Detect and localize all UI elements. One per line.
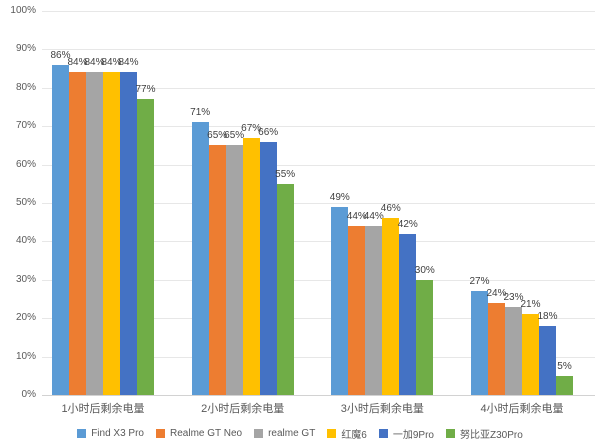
x-category-label: 1小时后剩余电量 bbox=[61, 403, 145, 415]
bar bbox=[225, 145, 243, 395]
bar-data-label: 84% bbox=[101, 57, 122, 69]
bar-data-label: 30% bbox=[414, 264, 435, 276]
bar-data-label: 67% bbox=[241, 122, 262, 134]
legend-label: 努比亚Z30Pro bbox=[460, 430, 523, 441]
y-tick-label: 70% bbox=[15, 120, 36, 132]
bar bbox=[208, 145, 226, 395]
legend-swatch bbox=[446, 429, 455, 438]
gridline bbox=[42, 87, 595, 89]
bar bbox=[191, 122, 209, 395]
gridline bbox=[42, 356, 595, 358]
bar bbox=[259, 141, 277, 395]
bar bbox=[365, 226, 383, 395]
y-tick-label: 20% bbox=[15, 312, 36, 324]
legend-label: realme GT bbox=[268, 428, 316, 439]
legend-item: 红魔6 bbox=[327, 426, 367, 441]
legend-swatch bbox=[156, 429, 165, 438]
bar bbox=[522, 314, 539, 395]
y-tick-label: 60% bbox=[15, 158, 36, 170]
bar bbox=[382, 218, 400, 395]
legend-label: 红魔6 bbox=[341, 430, 367, 441]
bar bbox=[103, 72, 120, 395]
y-tick-label: 50% bbox=[15, 197, 36, 208]
bar-data-label: 77% bbox=[135, 84, 156, 96]
gridline bbox=[42, 203, 595, 204]
bar-data-label: 42% bbox=[397, 218, 418, 230]
gridline bbox=[42, 318, 595, 320]
y-tick-label: 100% bbox=[10, 5, 36, 16]
gridline bbox=[42, 241, 595, 243]
bar bbox=[242, 137, 260, 395]
bar-data-label: 24% bbox=[486, 287, 507, 299]
bar-data-label: 44% bbox=[363, 211, 384, 223]
y-tick-label: 10% bbox=[15, 350, 36, 362]
bar bbox=[399, 233, 417, 395]
bar bbox=[331, 206, 349, 395]
legend-swatch bbox=[378, 429, 388, 438]
gridline bbox=[42, 126, 595, 128]
gridline bbox=[42, 11, 595, 12]
bar-data-label: 84% bbox=[84, 57, 105, 69]
bar-data-label: 23% bbox=[503, 291, 524, 303]
legend-swatch bbox=[254, 429, 264, 438]
legend-item: 一加9Pro bbox=[378, 426, 434, 441]
bar-data-label: 84% bbox=[67, 57, 88, 69]
chart-legend: Find X3 Pro Realme GT Neo realme GT 红魔6 一加9P… bbox=[0, 426, 600, 441]
legend-item: Find X3 Pro bbox=[77, 428, 144, 439]
y-tick-label: 40% bbox=[15, 235, 36, 247]
legend-swatch bbox=[327, 429, 337, 438]
bar bbox=[505, 306, 522, 395]
bar-data-label: 84% bbox=[118, 57, 139, 69]
bar bbox=[539, 325, 556, 395]
bar bbox=[120, 72, 137, 395]
bar bbox=[137, 99, 154, 395]
bar bbox=[276, 183, 294, 395]
bar-data-label: 65% bbox=[224, 130, 245, 142]
legend-item: realme GT bbox=[254, 428, 315, 439]
x-category-label: 3小时后剩余电量 bbox=[340, 403, 424, 415]
bar bbox=[416, 279, 434, 395]
bar bbox=[69, 72, 86, 395]
gridline bbox=[42, 164, 595, 166]
y-tick-label: 0% bbox=[21, 389, 36, 400]
y-tick-label: 30% bbox=[15, 273, 36, 285]
y-tick-label: 80% bbox=[15, 81, 36, 93]
bar-data-label: 65% bbox=[207, 130, 228, 142]
bar bbox=[488, 302, 505, 395]
bar-data-label: 66% bbox=[258, 126, 279, 138]
legend-label: Find X3 Pro bbox=[91, 428, 144, 439]
gridline bbox=[42, 49, 595, 51]
bar-data-label: 5% bbox=[557, 360, 572, 372]
gridline bbox=[42, 279, 595, 281]
bar-data-label: 18% bbox=[537, 310, 558, 322]
bar-data-label: 86% bbox=[50, 49, 71, 61]
bar bbox=[348, 226, 366, 395]
x-category-label: 2小时后剩余电量 bbox=[201, 403, 285, 415]
bar bbox=[52, 64, 69, 395]
legend-item: 努比亚Z30Pro bbox=[446, 426, 523, 441]
legend-item: Realme GT Neo bbox=[156, 428, 242, 439]
bar bbox=[86, 72, 103, 395]
bar-data-label: 71% bbox=[190, 107, 211, 119]
bar bbox=[471, 291, 488, 395]
x-category-label: 4小时后剩余电量 bbox=[480, 403, 564, 415]
legend-label: 一加9Pro bbox=[392, 430, 434, 441]
bar bbox=[556, 375, 573, 395]
bar-data-label: 21% bbox=[520, 299, 541, 311]
bar-data-label: 44% bbox=[346, 211, 367, 223]
legend-label: Realme GT Neo bbox=[170, 428, 243, 439]
bar-data-label: 27% bbox=[469, 276, 490, 288]
bar-data-label: 46% bbox=[380, 203, 401, 215]
bar-data-label: 55% bbox=[275, 168, 296, 180]
y-tick-label: 90% bbox=[15, 43, 36, 55]
legend-swatch bbox=[77, 429, 87, 438]
bar-data-label: 49% bbox=[329, 191, 350, 203]
x-axis-line bbox=[42, 395, 595, 396]
